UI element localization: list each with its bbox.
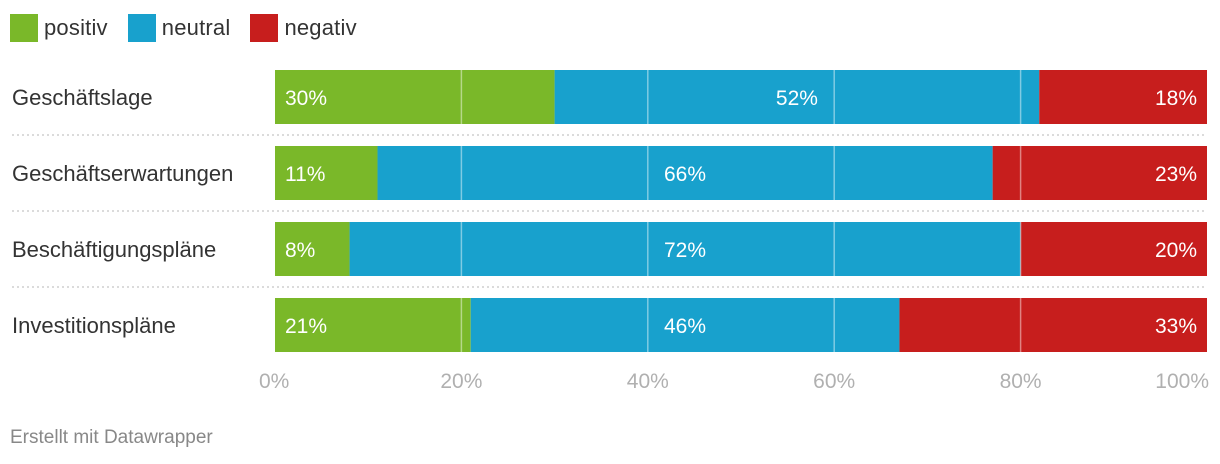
value-label-neutral-investitionspläne: 46% <box>664 315 706 338</box>
legend-label-positiv: positiv <box>44 15 108 40</box>
category-label-geschäftslage: Geschäftslage <box>12 85 153 110</box>
x-tick-label-100: 100% <box>1155 370 1209 393</box>
category-label-geschäftserwartungen: Geschäftserwartungen <box>12 161 233 186</box>
legend-item-negativ: negativ <box>250 14 357 42</box>
bar-negativ-geschäftserwartungen <box>992 146 1207 200</box>
value-label-negativ-geschäftserwartungen: 23% <box>1155 163 1197 186</box>
bar-positiv-geschäftslage <box>275 70 555 124</box>
category-label-beschäftigungspläne: Beschäftigungspläne <box>12 237 216 262</box>
value-label-positiv-geschäftserwartungen: 11% <box>285 163 325 186</box>
x-tick-label-20: 20% <box>440 370 482 393</box>
legend-swatch-negativ <box>250 14 279 42</box>
value-label-negativ-geschäftslage: 18% <box>1155 87 1197 110</box>
category-label-investitionspläne: Investitionspläne <box>12 313 176 338</box>
legend-label-negativ: negativ <box>284 15 357 40</box>
legend-item-positiv: positiv <box>10 14 108 42</box>
x-tick-label-60: 60% <box>813 370 855 393</box>
bar-negativ-geschäftslage <box>1039 70 1207 124</box>
bar-positiv-beschäftigungspläne <box>275 222 350 276</box>
bar-positiv-geschäftserwartungen <box>275 146 378 200</box>
legend: positiv neutral negativ <box>10 13 377 43</box>
x-tick-label-40: 40% <box>627 370 669 393</box>
x-tick-label-0: 0% <box>259 370 289 393</box>
footer-credit: Erstellt mit Datawrapper <box>10 427 213 448</box>
value-label-negativ-investitionspläne: 33% <box>1155 315 1197 338</box>
bar-negativ-investitionspläne <box>899 298 1207 352</box>
legend-swatch-positiv <box>10 14 38 42</box>
bar-neutral-geschäftslage <box>554 70 1040 124</box>
value-label-positiv-beschäftigungspläne: 8% <box>285 239 315 262</box>
legend-label-neutral: neutral <box>161 15 231 40</box>
bar-neutral-investitionspläne <box>470 298 900 352</box>
legend-item-neutral: neutral <box>127 14 231 42</box>
value-label-positiv-geschäftslage: 30% <box>285 87 327 110</box>
stacked-bar-chart: Geschäftslage 30% 52% 18% Geschäftserwartung… <box>12 70 1209 393</box>
value-label-neutral-geschäftslage: 52% <box>776 87 818 110</box>
value-label-neutral-beschäftigungspläne: 72% <box>664 239 706 262</box>
bar-positiv-investitionspläne <box>275 298 471 352</box>
legend-swatch-neutral <box>127 14 156 42</box>
value-label-positiv-investitionspläne: 21% <box>285 315 327 338</box>
value-label-neutral-geschäftserwartungen: 66% <box>664 163 706 186</box>
bar-neutral-beschäftigungspläne <box>349 222 1021 276</box>
x-tick-label-80: 80% <box>1000 370 1042 393</box>
value-label-negativ-beschäftigungspläne: 20% <box>1155 239 1197 262</box>
bar-neutral-geschäftserwartungen <box>377 146 993 200</box>
bar-negativ-beschäftigungspläne <box>1020 222 1207 276</box>
